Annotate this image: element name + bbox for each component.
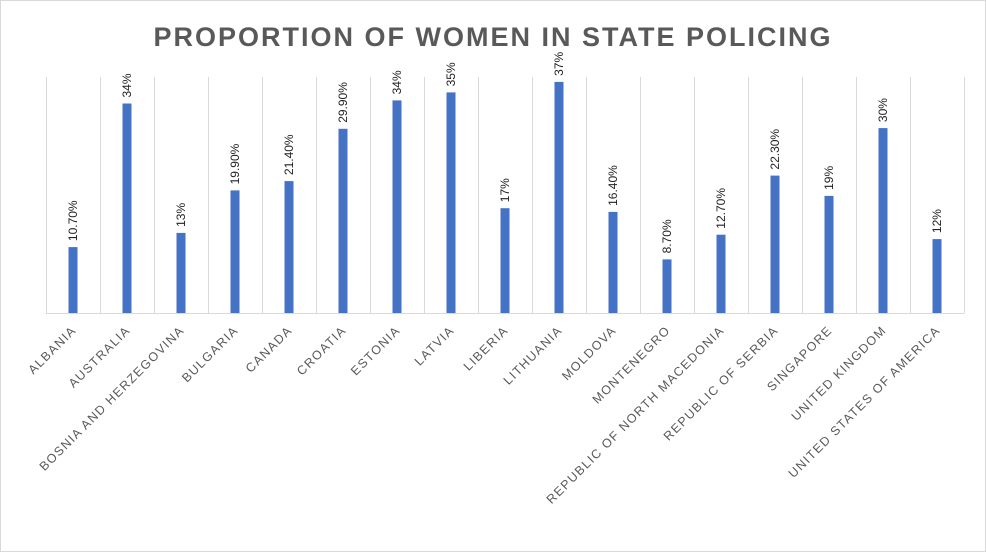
- category-label: ESTONIA: [348, 323, 403, 378]
- category-label: CROATIA: [294, 323, 349, 378]
- data-labels: 10.70% 34% 13% 19.90% 21.40% 29.90% 34% 35% 17% 3…: [66, 52, 944, 254]
- bar-bosnia-and-herzegovina: [176, 232, 186, 313]
- data-label: 12%: [930, 209, 944, 233]
- data-label: 8.70%: [660, 219, 674, 253]
- category-label: LIBERIA: [461, 323, 511, 373]
- bar-lithuania: [554, 81, 564, 314]
- data-label: 16.40%: [606, 165, 620, 206]
- bar-moldova: [608, 211, 618, 313]
- bar-albania: [68, 247, 78, 313]
- data-label: 21.40%: [282, 134, 296, 175]
- bar-estonia: [392, 100, 402, 314]
- data-label: 19%: [822, 166, 836, 190]
- bar-republic-of-serbia: [770, 175, 780, 313]
- gridlines: [46, 77, 965, 314]
- data-label: 34%: [390, 70, 404, 94]
- bar-canada: [284, 181, 294, 313]
- bar-australia: [122, 103, 132, 313]
- bar-singapore: [824, 195, 834, 313]
- data-label: 19.90%: [228, 143, 242, 184]
- data-label: 13%: [174, 203, 188, 227]
- data-label: 37%: [552, 52, 566, 76]
- bar-united-states-of-america: [932, 239, 942, 313]
- bar-croatia: [338, 128, 348, 313]
- data-label: 29.90%: [336, 82, 350, 123]
- category-label: REPUBLIC OF SERBIA: [661, 323, 781, 443]
- category-label: LATVIA: [412, 323, 457, 368]
- data-label: 17%: [498, 178, 512, 202]
- category-label: ALBANIA: [25, 323, 79, 377]
- category-label: UNITED KINGDOM: [789, 323, 889, 423]
- data-label: 12.70%: [714, 188, 728, 229]
- category-label: MOLDOVA: [559, 323, 619, 383]
- bar-republic-of-north-macedonia: [716, 234, 726, 313]
- data-label: 22.30%: [768, 129, 782, 170]
- bar-bulgaria: [230, 190, 240, 313]
- bar-liberia: [500, 208, 510, 313]
- bar-latvia: [446, 92, 456, 314]
- bar-montenegro: [662, 259, 672, 313]
- category-label: BULGARIA: [179, 323, 241, 385]
- data-label: 35%: [444, 62, 458, 86]
- category-label: CANADA: [243, 323, 295, 375]
- chart-title: PROPORTION OF WOMEN IN STATE POLICING: [154, 22, 833, 52]
- data-label: 34%: [120, 73, 134, 97]
- bar-united-kingdom: [878, 128, 888, 313]
- bar-series: [68, 81, 942, 314]
- data-label: 10.70%: [66, 200, 80, 241]
- data-label: 30%: [876, 98, 890, 122]
